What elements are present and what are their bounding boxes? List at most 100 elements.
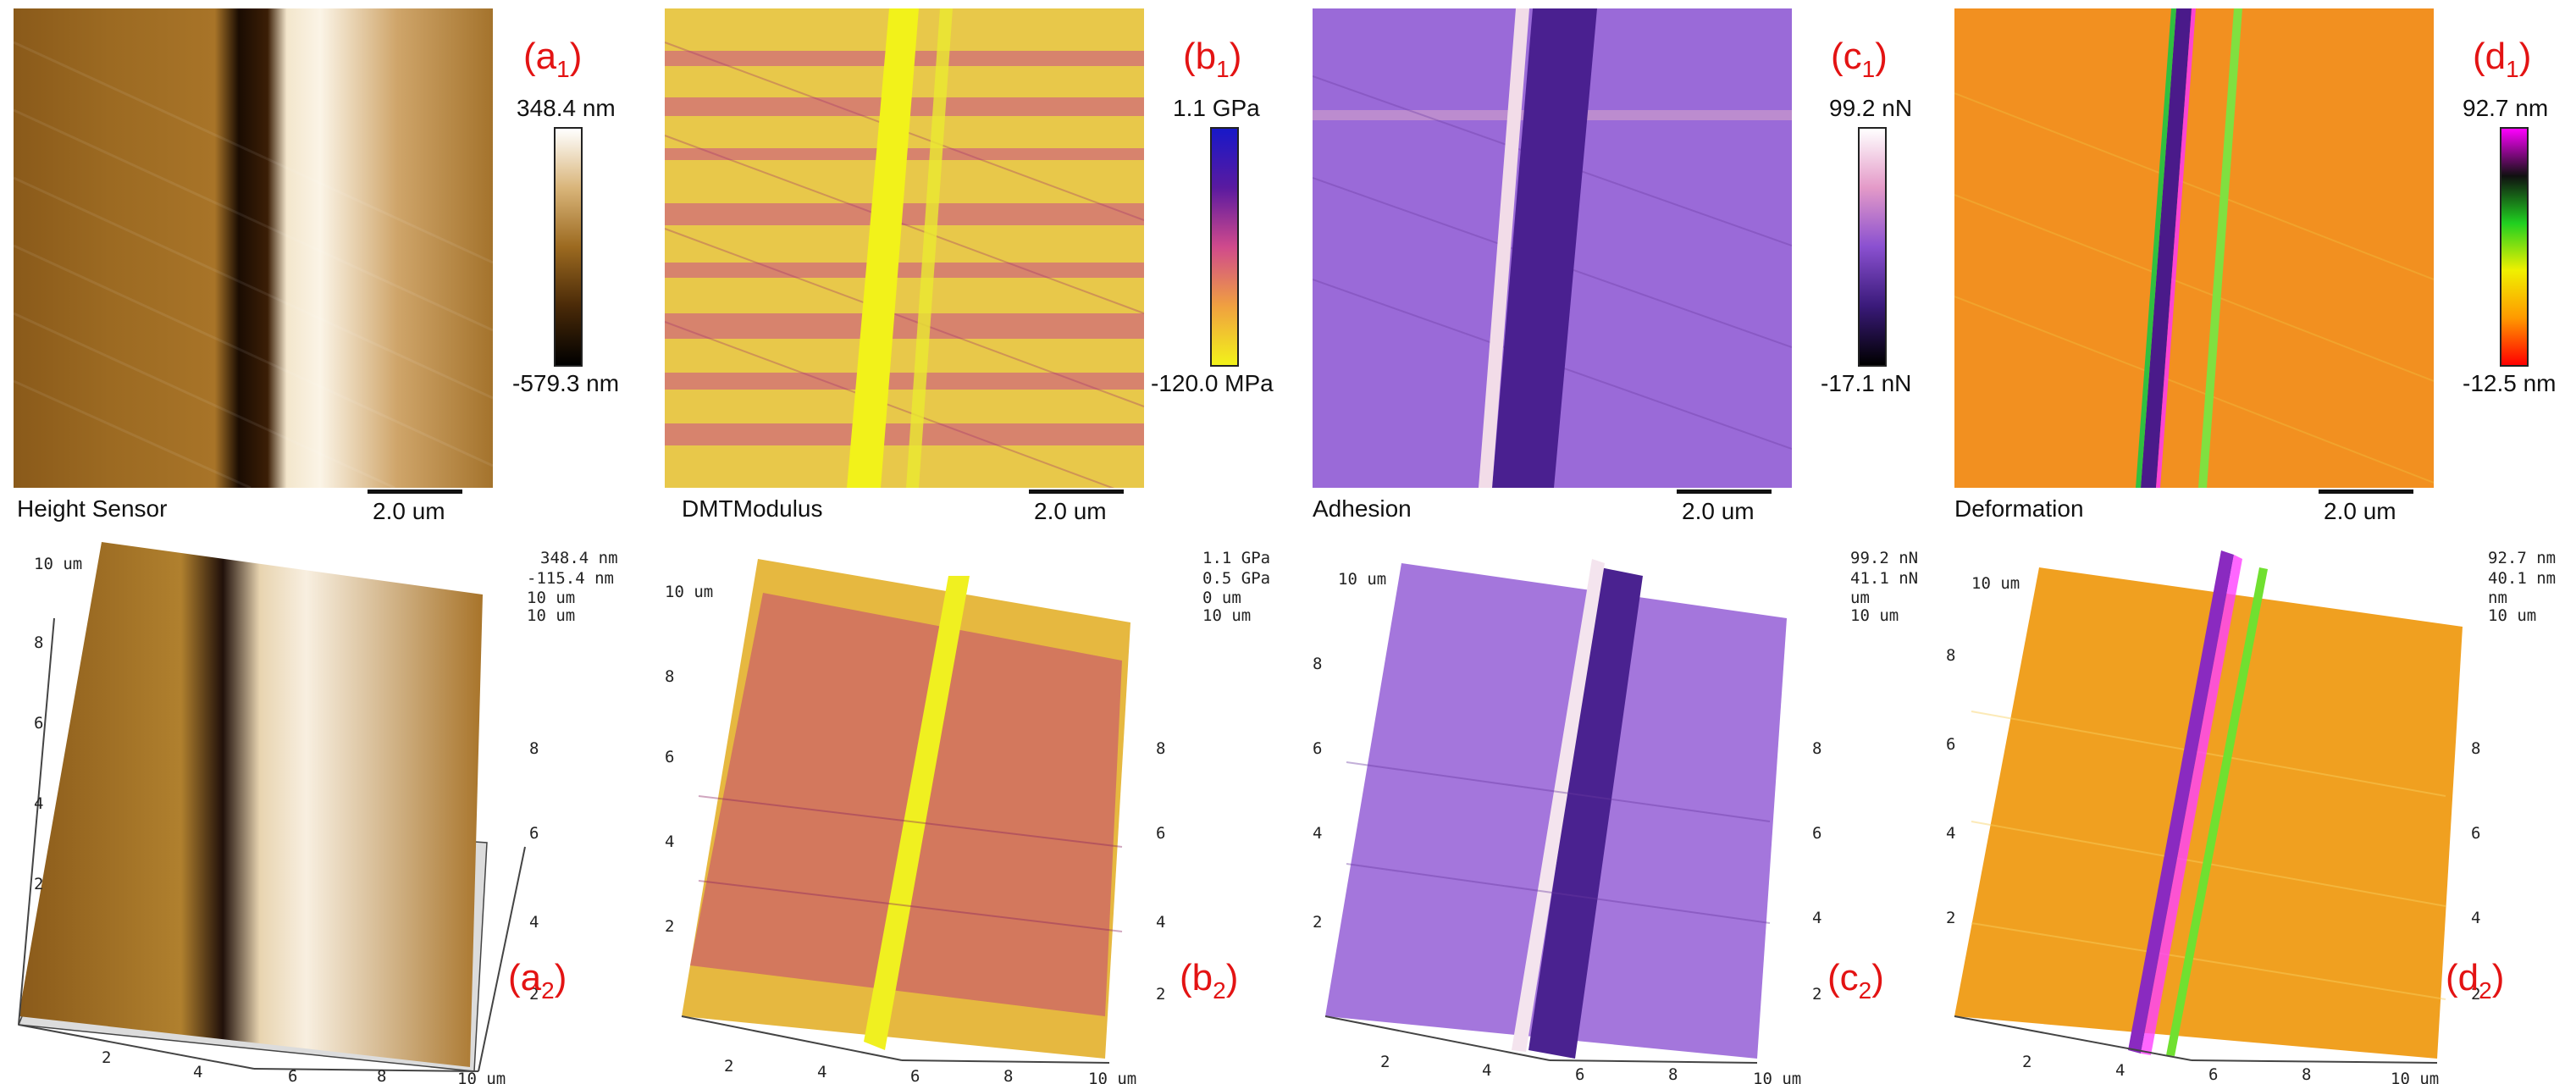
z-axis-second: 41.1 nN — [1850, 569, 1919, 588]
tick: 4 — [34, 794, 43, 813]
tick: 6 — [1313, 739, 1322, 758]
tick: 10 um — [1753, 1070, 1801, 1084]
dmt-modulus-map — [665, 8, 1144, 488]
colorbar-min: -12.5 nm — [2463, 370, 2557, 396]
tick: 10 um — [457, 1070, 506, 1084]
tick: 2 — [2471, 985, 2480, 1004]
tick: 8 — [529, 739, 539, 758]
tick: 6 — [529, 824, 539, 843]
panel-letter-1: (b1) — [1183, 36, 1242, 82]
z-axis-um: nm — [2488, 589, 2507, 607]
z-axis-second: 40.1 nm — [2488, 569, 2557, 588]
z-axis-second: -115.4 nm — [527, 569, 614, 588]
surface-3d-plot: 2 4 6 8 10 um 2 4 6 8 2 4 6 8 10 um — [1296, 542, 1939, 1084]
tick: 2 — [529, 985, 539, 1004]
scale-bar — [2319, 489, 2413, 494]
map-title: Height Sensor — [17, 495, 168, 522]
colorbar-min: -120.0 MPa — [1151, 370, 1274, 396]
tick: 4 — [1313, 824, 1322, 843]
panel-c: Adhesion 2.0 um (c1) 99.2 nN -17.1 nN 2 … — [1296, 0, 1939, 1084]
tick: 2 — [1946, 909, 1955, 927]
map-title: Adhesion — [1313, 495, 1412, 522]
colorbar-min: -579.3 nm — [512, 370, 620, 396]
colorbar-min: -17.1 nN — [1821, 370, 1912, 396]
z-axis-um: um — [1850, 589, 1870, 607]
tick: 6 — [2208, 1065, 2218, 1084]
surface-3d-plot: 2 4 6 8 10 um 2 4 6 8 2 4 6 8 10 um — [1938, 542, 2576, 1084]
tick: 2 — [1313, 913, 1322, 932]
tick: 8 — [1313, 655, 1322, 673]
tick: 10 um — [34, 555, 82, 573]
tick: 4 — [1482, 1061, 1491, 1080]
height-sensor-map — [14, 8, 493, 488]
tick: 6 — [665, 748, 674, 766]
panel-letter-1: (a1) — [523, 36, 583, 82]
tick: 10 um — [665, 583, 713, 601]
tick: 6 — [910, 1067, 920, 1084]
scale-bar — [1677, 489, 1772, 494]
panel-letter-2: (d2) — [2446, 957, 2505, 1004]
z-axis-top: 348.4 nm — [540, 549, 618, 567]
tick: 8 — [665, 667, 674, 686]
scale-bar — [1029, 489, 1124, 494]
tick: 4 — [2115, 1061, 2125, 1080]
tick: 8 — [2471, 739, 2480, 758]
tick: 8 — [1668, 1065, 1678, 1084]
tick: 2 — [724, 1057, 733, 1076]
z-axis-second: 0.5 GPa — [1202, 569, 1271, 588]
tick: 4 — [193, 1063, 202, 1081]
colorbar — [2500, 127, 2529, 367]
tick: 6 — [288, 1067, 297, 1084]
z-axis-top: 92.7 nm — [2488, 549, 2557, 567]
tick: 2 — [1156, 985, 1165, 1004]
tick: 6 — [1812, 824, 1821, 843]
tick: 8 — [1812, 739, 1821, 758]
z-axis-um2: 10 um — [1850, 606, 1899, 625]
tick: 8 — [1946, 646, 1955, 665]
z-axis-um: 0 um — [1202, 589, 1241, 607]
tick: 10 um — [2391, 1070, 2439, 1084]
panel-d: Deformation 2.0 um (d1) 92.7 nm -12.5 nm… — [1938, 0, 2576, 1084]
tick: 8 — [377, 1067, 386, 1084]
panel-a: Height Sensor 2.0 um (a1) 348.4 nm -579.… — [0, 0, 644, 1084]
tick: 6 — [2471, 824, 2480, 843]
tick: 6 — [1946, 735, 1955, 754]
surface-3d-plot: 2 4 6 8 10 um 2 4 6 8 2 4 6 8 10 um — [648, 542, 1291, 1084]
panel-letter-2: (c2) — [1827, 957, 1884, 1004]
colorbar — [1210, 127, 1239, 367]
scale-bar-label: 2.0 um — [373, 498, 445, 524]
tick: 2 — [1812, 985, 1821, 1004]
scale-bar-label: 2.0 um — [1034, 498, 1107, 524]
colorbar-max: 92.7 nm — [2463, 95, 2549, 121]
colorbar-max: 348.4 nm — [517, 95, 616, 121]
deformation-map — [1954, 8, 2434, 488]
tick: 2 — [1380, 1053, 1390, 1071]
panel-letter-1: (c1) — [1831, 36, 1888, 82]
panel-letter-2: (a2) — [508, 957, 567, 1004]
tick: 10 um — [1088, 1070, 1136, 1084]
tick: 8 — [1003, 1067, 1013, 1084]
tick: 2 — [2022, 1053, 2032, 1071]
map-title: Deformation — [1954, 495, 2084, 522]
colorbar-max: 1.1 GPa — [1173, 95, 1260, 121]
adhesion-map — [1313, 8, 1792, 488]
colorbar — [554, 127, 583, 367]
colorbar — [1858, 127, 1887, 367]
map-title: DMTModulus — [682, 495, 823, 522]
z-axis-top: 99.2 nN — [1850, 549, 1919, 567]
tick: 4 — [817, 1063, 826, 1081]
tick: 8 — [1156, 739, 1165, 758]
scale-bar — [368, 489, 462, 494]
tick: 10 um — [1971, 574, 2020, 593]
surface-3d-plot: 2 4 6 8 10 um 2 4 6 8 2 4 6 8 10 um — [0, 542, 644, 1084]
tick: 6 — [34, 714, 43, 733]
tick: 4 — [1156, 913, 1165, 932]
z-axis-um2: 10 um — [2488, 606, 2537, 625]
tick: 6 — [1575, 1065, 1584, 1084]
z-axis-top: 1.1 GPa — [1202, 549, 1271, 567]
tick: 4 — [665, 832, 674, 851]
tick: 2 — [665, 917, 674, 936]
z-axis-um2: 10 um — [527, 606, 576, 625]
panel-b: DMTModulus 2.0 um (b1) 1.1 GPa -120.0 MP… — [648, 0, 1291, 1084]
z-axis-um2: 10 um — [1202, 606, 1252, 625]
